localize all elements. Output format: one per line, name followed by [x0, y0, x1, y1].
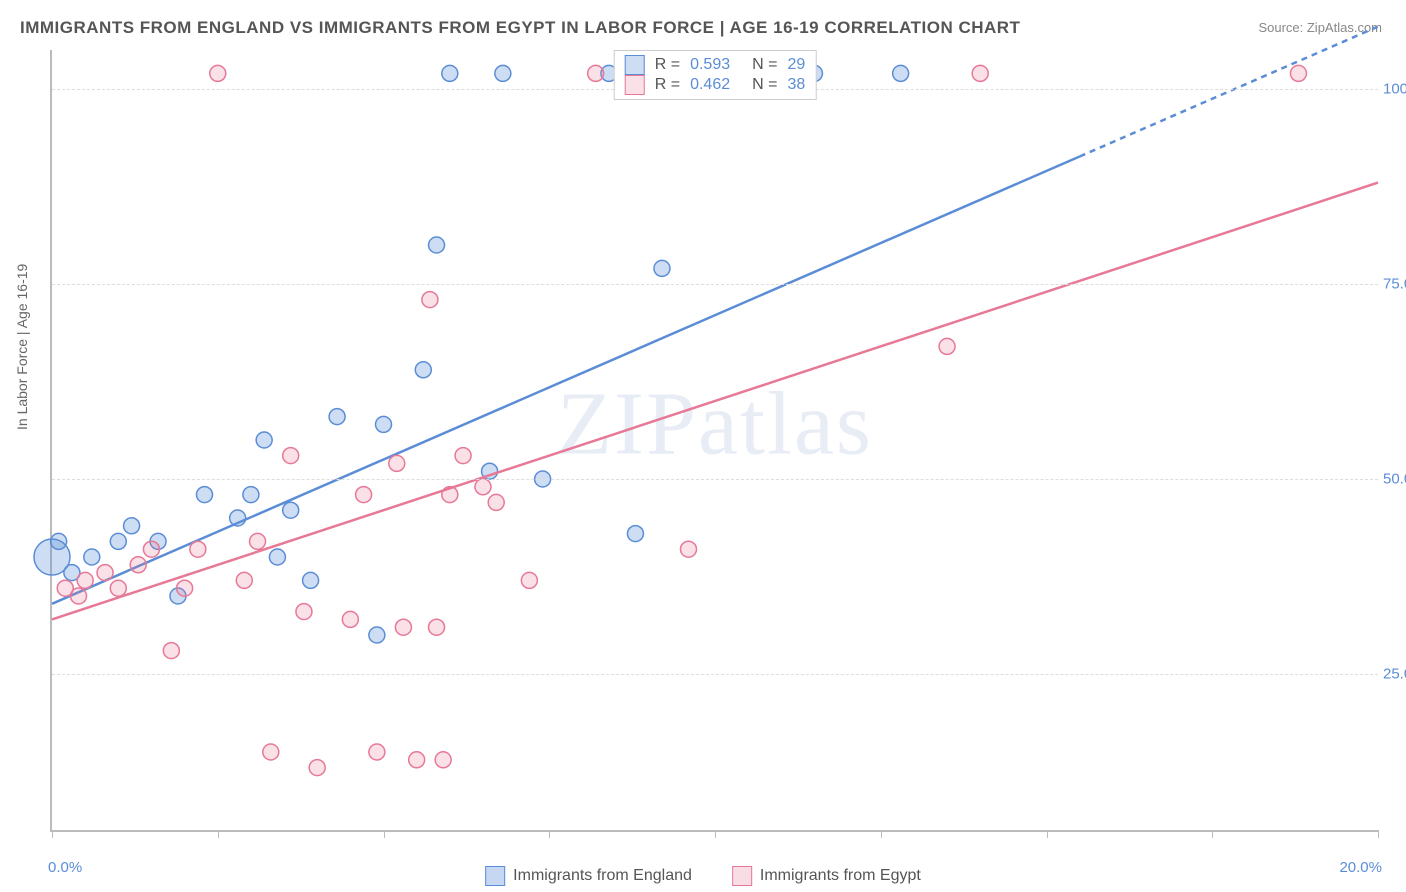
- y-tick-label: 100.0%: [1383, 81, 1406, 98]
- data-point: [495, 65, 511, 81]
- data-point: [972, 65, 988, 81]
- x-tick: [218, 830, 219, 838]
- data-point: [97, 565, 113, 581]
- data-point: [588, 65, 604, 81]
- gridline: [52, 479, 1378, 480]
- data-point: [84, 549, 100, 565]
- data-point: [429, 619, 445, 635]
- x-axis-min-label: 0.0%: [48, 859, 82, 876]
- legend-n-value: 29: [787, 56, 805, 74]
- legend-swatch: [625, 75, 645, 95]
- data-point: [283, 448, 299, 464]
- data-point: [442, 487, 458, 503]
- data-point: [236, 572, 252, 588]
- legend-r-value: 0.462: [690, 76, 730, 94]
- data-point: [283, 502, 299, 518]
- data-point: [521, 572, 537, 588]
- data-point: [250, 533, 266, 549]
- gridline: [52, 674, 1378, 675]
- legend-row: R = 0.593 N = 29: [625, 55, 806, 75]
- data-point: [369, 627, 385, 643]
- data-point: [654, 260, 670, 276]
- data-point: [143, 541, 159, 557]
- data-point: [455, 448, 471, 464]
- data-point: [342, 611, 358, 627]
- legend-item: Immigrants from Egypt: [732, 866, 921, 886]
- data-point: [130, 557, 146, 573]
- data-point: [356, 487, 372, 503]
- legend-label: Immigrants from England: [513, 867, 692, 885]
- data-point: [196, 487, 212, 503]
- data-point: [263, 744, 279, 760]
- x-tick: [1378, 830, 1379, 838]
- legend-row: R = 0.462 N = 38: [625, 75, 806, 95]
- y-axis-label: In Labor Force | Age 16-19: [14, 264, 30, 430]
- x-tick: [52, 830, 53, 838]
- data-point: [163, 643, 179, 659]
- data-point: [680, 541, 696, 557]
- legend-n-label: N =: [752, 76, 777, 94]
- data-point: [51, 533, 67, 549]
- legend-n-label: N =: [752, 56, 777, 74]
- x-tick: [549, 830, 550, 838]
- data-point: [488, 494, 504, 510]
- data-point: [893, 65, 909, 81]
- data-point: [124, 518, 140, 534]
- data-point: [71, 588, 87, 604]
- data-point: [230, 510, 246, 526]
- scatter-plot-svg: [52, 50, 1378, 830]
- data-point: [369, 744, 385, 760]
- data-point: [309, 760, 325, 776]
- correlation-legend: R = 0.593 N = 29 R = 0.462 N = 38: [614, 50, 817, 100]
- data-point: [475, 479, 491, 495]
- y-tick-label: 50.0%: [1383, 471, 1406, 488]
- legend-r-value: 0.593: [690, 56, 730, 74]
- y-tick-label: 75.0%: [1383, 276, 1406, 293]
- data-point: [210, 65, 226, 81]
- data-point: [303, 572, 319, 588]
- data-point: [1290, 65, 1306, 81]
- data-point: [422, 292, 438, 308]
- data-point: [190, 541, 206, 557]
- legend-swatch: [732, 866, 752, 886]
- x-tick: [1212, 830, 1213, 838]
- legend-item: Immigrants from England: [485, 866, 692, 886]
- data-point: [409, 752, 425, 768]
- data-point: [110, 580, 126, 596]
- data-point: [939, 338, 955, 354]
- data-point: [329, 409, 345, 425]
- data-point: [389, 455, 405, 471]
- data-point: [442, 65, 458, 81]
- legend-swatch: [625, 55, 645, 75]
- x-tick: [384, 830, 385, 838]
- y-tick-label: 25.0%: [1383, 666, 1406, 683]
- data-point: [110, 533, 126, 549]
- data-point: [256, 432, 272, 448]
- legend-label: Immigrants from Egypt: [760, 867, 921, 885]
- legend-r-label: R =: [655, 56, 680, 74]
- chart-title: IMMIGRANTS FROM ENGLAND VS IMMIGRANTS FR…: [20, 18, 1020, 38]
- gridline: [52, 284, 1378, 285]
- legend-r-label: R =: [655, 76, 680, 94]
- data-point: [395, 619, 411, 635]
- x-axis-max-label: 20.0%: [1339, 859, 1382, 876]
- data-point: [77, 572, 93, 588]
- data-point: [429, 237, 445, 253]
- x-tick: [715, 830, 716, 838]
- data-point: [415, 362, 431, 378]
- chart-plot-area: ZIPatlas R = 0.593 N = 29 R = 0.462 N = …: [50, 50, 1378, 832]
- data-point: [243, 487, 259, 503]
- x-tick: [1047, 830, 1048, 838]
- data-point: [627, 526, 643, 542]
- data-point: [435, 752, 451, 768]
- data-point: [296, 604, 312, 620]
- series-legend: Immigrants from England Immigrants from E…: [485, 866, 921, 886]
- data-point: [177, 580, 193, 596]
- legend-swatch: [485, 866, 505, 886]
- legend-n-value: 38: [787, 76, 805, 94]
- x-tick: [881, 830, 882, 838]
- data-point: [269, 549, 285, 565]
- data-point: [376, 416, 392, 432]
